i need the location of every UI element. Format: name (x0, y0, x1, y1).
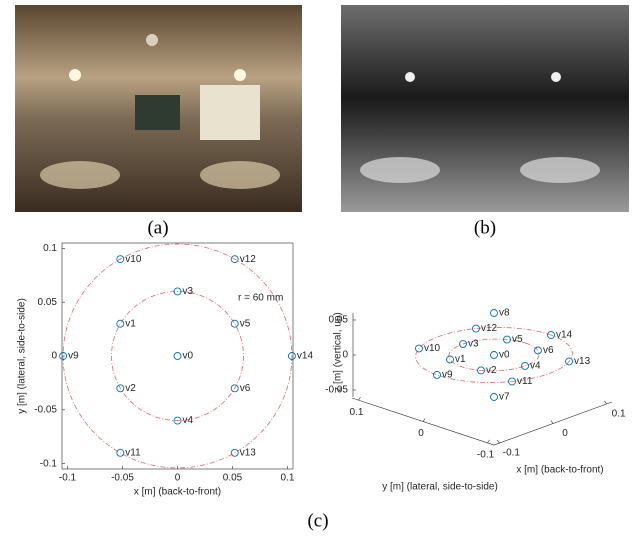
x-tick-label: 0 (175, 473, 181, 484)
y-tick (423, 419, 425, 422)
point-label: v1 (455, 354, 466, 365)
point-label: v6 (240, 383, 251, 394)
x-tick (605, 401, 607, 404)
point-label: v5 (240, 318, 251, 329)
mic-point (491, 352, 498, 359)
mic-point (491, 394, 498, 401)
y-tick-label: -0.1 (40, 458, 58, 469)
y-tick-label: 0.1 (43, 243, 57, 254)
point-label: v13 (240, 447, 257, 458)
mic-point (434, 371, 441, 378)
x-tick-label: 0.1 (281, 473, 295, 484)
point-label: v0 (183, 351, 194, 362)
point-label: v9 (442, 370, 453, 381)
caption-label: (c) (307, 510, 328, 531)
figure: (a) (b) (c) -0.1 -0.05 0 0.05 0.1 -0.1 -0.05 0 0… (0, 0, 635, 537)
point-label: v4 (530, 361, 541, 372)
point-label: v11 (125, 447, 141, 458)
point-label: v3 (183, 286, 194, 297)
point-label: v2 (486, 365, 497, 376)
mic-point (174, 353, 181, 360)
point-label: v12 (240, 254, 257, 265)
photo-a (15, 5, 302, 212)
desks (200, 161, 280, 189)
point-label: v8 (499, 308, 510, 319)
desks (520, 157, 600, 183)
x-tick-label: 0 (562, 428, 568, 439)
point-label: v6 (543, 345, 554, 356)
x-axis-label: x [m] (back-to-front) (516, 465, 603, 476)
blackboard (135, 95, 180, 130)
x-tick-label: -0.05 (111, 473, 134, 484)
x-axis-label: x [m] (back-to-front) (134, 487, 221, 498)
y-tick-label: -0.1 (477, 450, 495, 461)
point-label: v9 (68, 351, 79, 362)
desks (40, 161, 120, 189)
x-tick (551, 421, 553, 424)
z-axis-label: z [m] (vertical, up) (333, 312, 344, 391)
point-label: v4 (183, 415, 194, 426)
desks (360, 157, 440, 183)
y-tick-label: 0 (418, 428, 424, 439)
lamp (146, 34, 158, 46)
y-tick-label: -0.05 (34, 404, 57, 415)
point-label: v5 (512, 334, 523, 345)
lamp (234, 69, 246, 81)
point-label: v10 (125, 254, 142, 265)
point-label: v7 (499, 392, 510, 403)
mic-point (446, 356, 453, 363)
point-label: v0 (499, 350, 510, 361)
point-label: v10 (424, 343, 441, 354)
mic-point (491, 310, 498, 317)
point-label: v14 (297, 351, 314, 362)
panel-label: (a) (147, 217, 168, 238)
x-tick-label: -0.1 (503, 448, 521, 459)
panel-label: (b) (474, 217, 496, 238)
floor-axes (352, 398, 612, 445)
y-tick (488, 440, 490, 443)
mic-point (117, 320, 124, 327)
window (200, 85, 260, 140)
x-tick-label: 0.05 (223, 473, 243, 484)
x-tick-label: 0.1 (612, 409, 626, 420)
point-label: v13 (574, 356, 591, 367)
page: (a) (b) (c) -0.1 -0.05 0 0.05 0.1 -0.1 -0.05 0 0… (0, 0, 635, 537)
x-tick-label: -0.1 (59, 473, 77, 484)
y-tick-label: 0 (51, 351, 57, 362)
mic-point (231, 320, 238, 327)
mic-point (535, 347, 542, 354)
point-label: v3 (468, 339, 479, 350)
y-tick-label: 0.1 (350, 407, 364, 418)
lamp (405, 72, 415, 82)
mic-point (522, 362, 529, 369)
radius-circle (112, 291, 244, 420)
point-label: v14 (556, 330, 573, 341)
point-label: v11 (517, 376, 533, 387)
y-tick (358, 397, 360, 400)
y-tick-label: 0.05 (38, 297, 58, 308)
annotation: r = 60 mm (238, 293, 283, 304)
y-axis-label: y [m] (lateral, side-to-side) (17, 298, 28, 414)
x-tick (497, 440, 499, 443)
point-label: v12 (481, 323, 498, 334)
point-label: v2 (125, 383, 136, 394)
point-label: v1 (125, 318, 136, 329)
lamp (69, 69, 81, 81)
radius-circle (63, 244, 292, 468)
photo-b (341, 5, 629, 212)
lamp (551, 72, 561, 82)
y-axis-label: y [m] (lateral, side-to-side) (382, 482, 498, 493)
